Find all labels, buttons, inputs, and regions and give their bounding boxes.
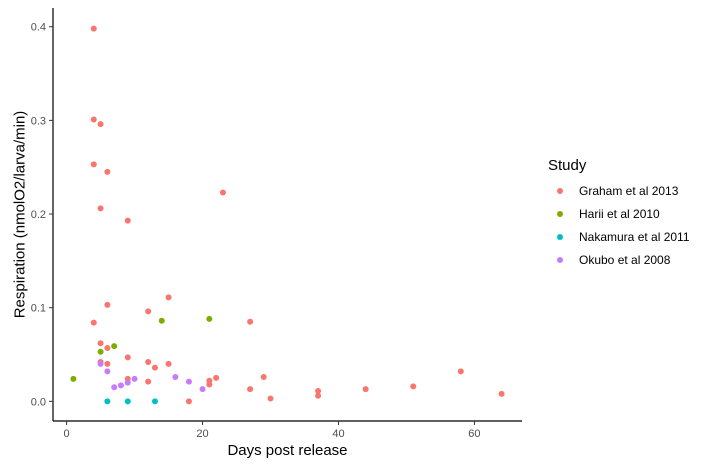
data-point [362,386,369,393]
legend-label: Nakamura et al 2011 [579,230,690,244]
data-point [111,384,118,391]
x-tick-label: 0 [64,428,70,440]
data-point [165,294,172,301]
legend-label: Graham et al 2013 [579,184,679,198]
data-point [315,388,322,395]
data-point [185,378,192,385]
data-point [145,378,152,385]
legend-key [557,257,563,263]
legend-key [557,188,563,194]
x-ticks: 0 20 40 60 [64,421,481,440]
data-point [70,375,77,382]
data-point [104,344,111,351]
data-point [97,340,104,347]
data-point [124,398,131,405]
data-point [457,368,464,375]
y-tick-label: 0.4 [31,22,46,34]
data-point [247,318,254,325]
y-tick-label: 0.2 [31,209,46,221]
data-point [97,348,104,355]
x-tick-label: 40 [332,428,344,440]
y-axis-title: Respiration (nmolO2/larva/min) [11,111,28,319]
data-point [131,375,138,382]
data-point [151,398,158,405]
y-tick-label: 0.0 [31,396,46,408]
legend-key [557,211,563,217]
y-tick-label: 0.3 [31,115,46,127]
data-point [206,315,213,322]
axes: 0 20 40 60 0.0 0.1 0.2 0.3 0.4 [31,8,522,440]
data-point [97,121,104,128]
data-point [199,386,206,393]
x-tick-label: 20 [196,428,208,440]
legend-label: Harii et al 2010 [579,207,660,221]
data-point [151,364,158,371]
data-point [104,398,111,405]
data-point [206,381,213,388]
y-tick-label: 0.1 [31,303,46,315]
data-point [104,168,111,175]
data-point [90,116,97,123]
plot-area [70,25,505,405]
data-point [260,373,267,380]
data-point [124,354,131,361]
data-point [213,374,220,381]
data-point [124,379,131,386]
data-point [104,301,111,308]
data-point [90,319,97,326]
data-point [90,161,97,168]
data-point [97,360,104,367]
data-point [111,343,118,350]
legend-label: Okubo et al 2008 [579,253,671,267]
data-point [267,395,274,402]
data-point [185,398,192,405]
data-point [145,359,152,365]
data-point [498,390,505,397]
data-point [124,217,131,224]
data-point [165,360,172,367]
data-point [247,386,254,393]
x-tick-label: 60 [468,428,480,440]
data-point [145,308,152,315]
data-point [104,368,111,375]
data-point [90,25,97,32]
data-point [158,317,165,324]
data-point [219,189,226,196]
legend: Study Graham et al 2013 Harii et al 2010 N… [548,157,690,267]
legend-title: Study [548,157,587,174]
data-point [104,360,111,367]
x-axis-title: Days post release [227,442,347,459]
data-point [410,383,417,390]
y-ticks: 0.0 0.1 0.2 0.3 0.4 [31,22,53,408]
data-point [117,382,124,389]
legend-key [557,234,563,240]
data-point [172,373,179,380]
data-point [315,392,322,399]
data-point [97,205,104,212]
